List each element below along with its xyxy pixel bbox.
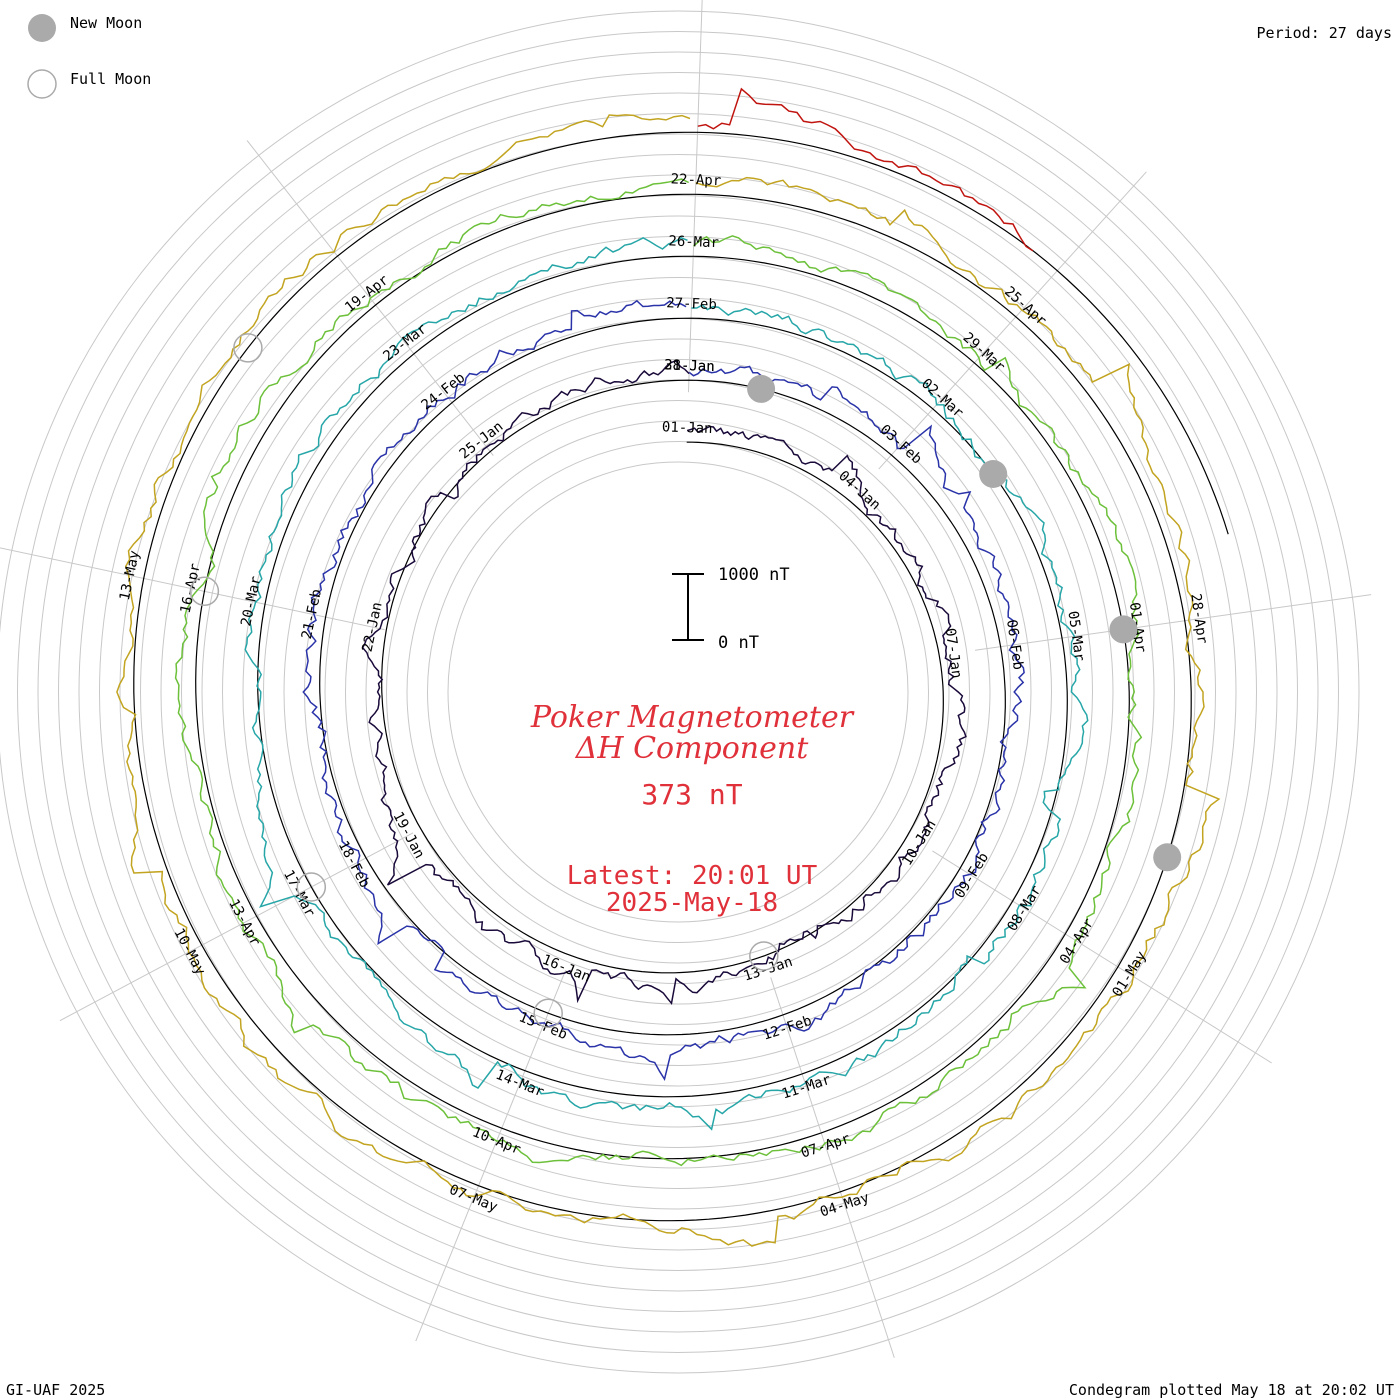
- full-moon-icon: [27, 69, 57, 99]
- grid-ring: [447, 461, 909, 923]
- grid-ring: [17, 31, 1339, 1353]
- credit-label: GI-UAF 2025: [6, 1381, 105, 1399]
- date-label: 12-Feb: [761, 1013, 814, 1044]
- date-label: 28-Jan: [664, 357, 715, 375]
- date-label: 10-Jan: [899, 817, 939, 868]
- series-line: [697, 87, 1034, 252]
- date-label: 20-Mar: [238, 575, 264, 628]
- date-label: 19-Jan: [389, 809, 427, 861]
- full-moon-marker: [296, 872, 327, 902]
- date-label: 01-Jan: [662, 419, 713, 437]
- date-label: 21-Feb: [299, 588, 325, 641]
- grid-spoke: [770, 977, 895, 1358]
- full-moon-marker: [189, 576, 220, 607]
- grid-spoke: [932, 850, 1272, 1064]
- date-label: 22-Apr: [670, 171, 721, 189]
- grid-ring: [78, 92, 1278, 1292]
- new-moon-marker: [979, 460, 1008, 488]
- grid-ring: [427, 441, 929, 943]
- latest-date: 2025-May-18: [606, 888, 778, 918]
- new-moon-marker: [1153, 843, 1182, 872]
- date-label: 25-Apr: [1001, 284, 1049, 330]
- date-label: 16-Jan: [540, 952, 593, 986]
- scale-top-label: 1000 nT: [718, 565, 790, 585]
- date-label: 08-Mar: [1004, 883, 1044, 934]
- grid-ring: [345, 359, 1011, 1025]
- date-label: 05-Mar: [1064, 610, 1087, 662]
- date-label: 24-Feb: [419, 370, 469, 414]
- scale-bottom-label: 0 nT: [718, 633, 759, 653]
- date-label: 09-Feb: [952, 850, 992, 901]
- latest-time: Latest: 20:01 UT: [567, 861, 818, 891]
- grid-ring: [140, 154, 1216, 1230]
- date-label: 07-May: [447, 1182, 500, 1216]
- grid-ring: [201, 215, 1155, 1169]
- date-label: 31-Jan: [664, 357, 715, 375]
- grid-ring: [406, 420, 950, 964]
- series-line: [244, 236, 1089, 1131]
- period-label: Period: 27 days: [1257, 24, 1392, 42]
- date-label: 13-May: [117, 549, 143, 602]
- date-label: 11-Mar: [780, 1072, 833, 1103]
- grid-spoke: [687, 0, 703, 393]
- scale-bar: 1000 nT 0 nT: [672, 565, 790, 653]
- series-line: [361, 359, 967, 1006]
- grid-spoke: [878, 171, 1147, 470]
- date-label: 28-Apr: [1187, 593, 1210, 645]
- new-moon-icon: [28, 14, 56, 42]
- grid-ring: [386, 400, 970, 984]
- grid-ring: [58, 72, 1298, 1312]
- current-value: 373 nT: [641, 778, 742, 811]
- plotted-label: Condegram plotted May 18 at 20:02 UT: [1069, 1381, 1394, 1399]
- full-moon-marker: [533, 998, 563, 1028]
- moon-markers: [189, 333, 1182, 1028]
- grid-ring: [263, 277, 1093, 1107]
- series-line: [174, 178, 1143, 1167]
- grid-ring: [242, 256, 1114, 1128]
- grid-ring: [37, 51, 1319, 1333]
- date-label: 10-May: [170, 926, 208, 978]
- new-moon-marker: [747, 374, 776, 403]
- date-label: 04-Apr: [1057, 916, 1097, 967]
- date-label: 10-Apr: [470, 1124, 523, 1158]
- date-label: 07-Jan: [942, 627, 965, 679]
- grid-ring: [160, 174, 1196, 1210]
- grid-ring: [0, 10, 1360, 1374]
- grid-ring: [119, 133, 1237, 1251]
- grid-ring: [181, 195, 1175, 1189]
- grid-rings: [0, 10, 1360, 1374]
- series-line: [302, 299, 1025, 1081]
- date-label: 06-Feb: [1003, 619, 1026, 671]
- series-line: [116, 114, 1221, 1247]
- date-label: 14-Mar: [493, 1067, 546, 1101]
- grid-spoke: [975, 594, 1372, 651]
- grid-spoke: [0, 547, 385, 631]
- date-label: 01-May: [1110, 949, 1150, 1000]
- series-lines: [116, 87, 1221, 1247]
- chart-title: Poker Magnetometer: [530, 700, 855, 735]
- full-moon-marker: [749, 941, 779, 971]
- grid-ring: [99, 113, 1257, 1271]
- full-moon-label: Full Moon: [70, 70, 151, 88]
- grid-ring: [324, 338, 1032, 1046]
- grid-spoke: [59, 832, 414, 1022]
- date-label: 02-Mar: [918, 376, 966, 422]
- date-label: 22-Jan: [360, 601, 386, 654]
- date-label: 27-Feb: [666, 295, 717, 313]
- date-label: 07-Apr: [799, 1131, 852, 1162]
- date-label: 26-Mar: [668, 233, 719, 251]
- date-label: 03-Feb: [877, 422, 925, 468]
- date-label: 04-Jan: [835, 468, 883, 514]
- new-moon-label: New Moon: [70, 14, 142, 32]
- new-moon-marker: [1109, 615, 1138, 644]
- chart-subtitle: ΔH Component: [575, 731, 809, 766]
- grid-spoke: [415, 969, 567, 1342]
- date-label: 13-Apr: [225, 897, 263, 949]
- date-label: 04-May: [818, 1190, 871, 1221]
- full-moon-marker: [233, 333, 263, 363]
- legend: New Moon Full Moon: [27, 14, 151, 99]
- date-label: 18-Feb: [335, 838, 373, 890]
